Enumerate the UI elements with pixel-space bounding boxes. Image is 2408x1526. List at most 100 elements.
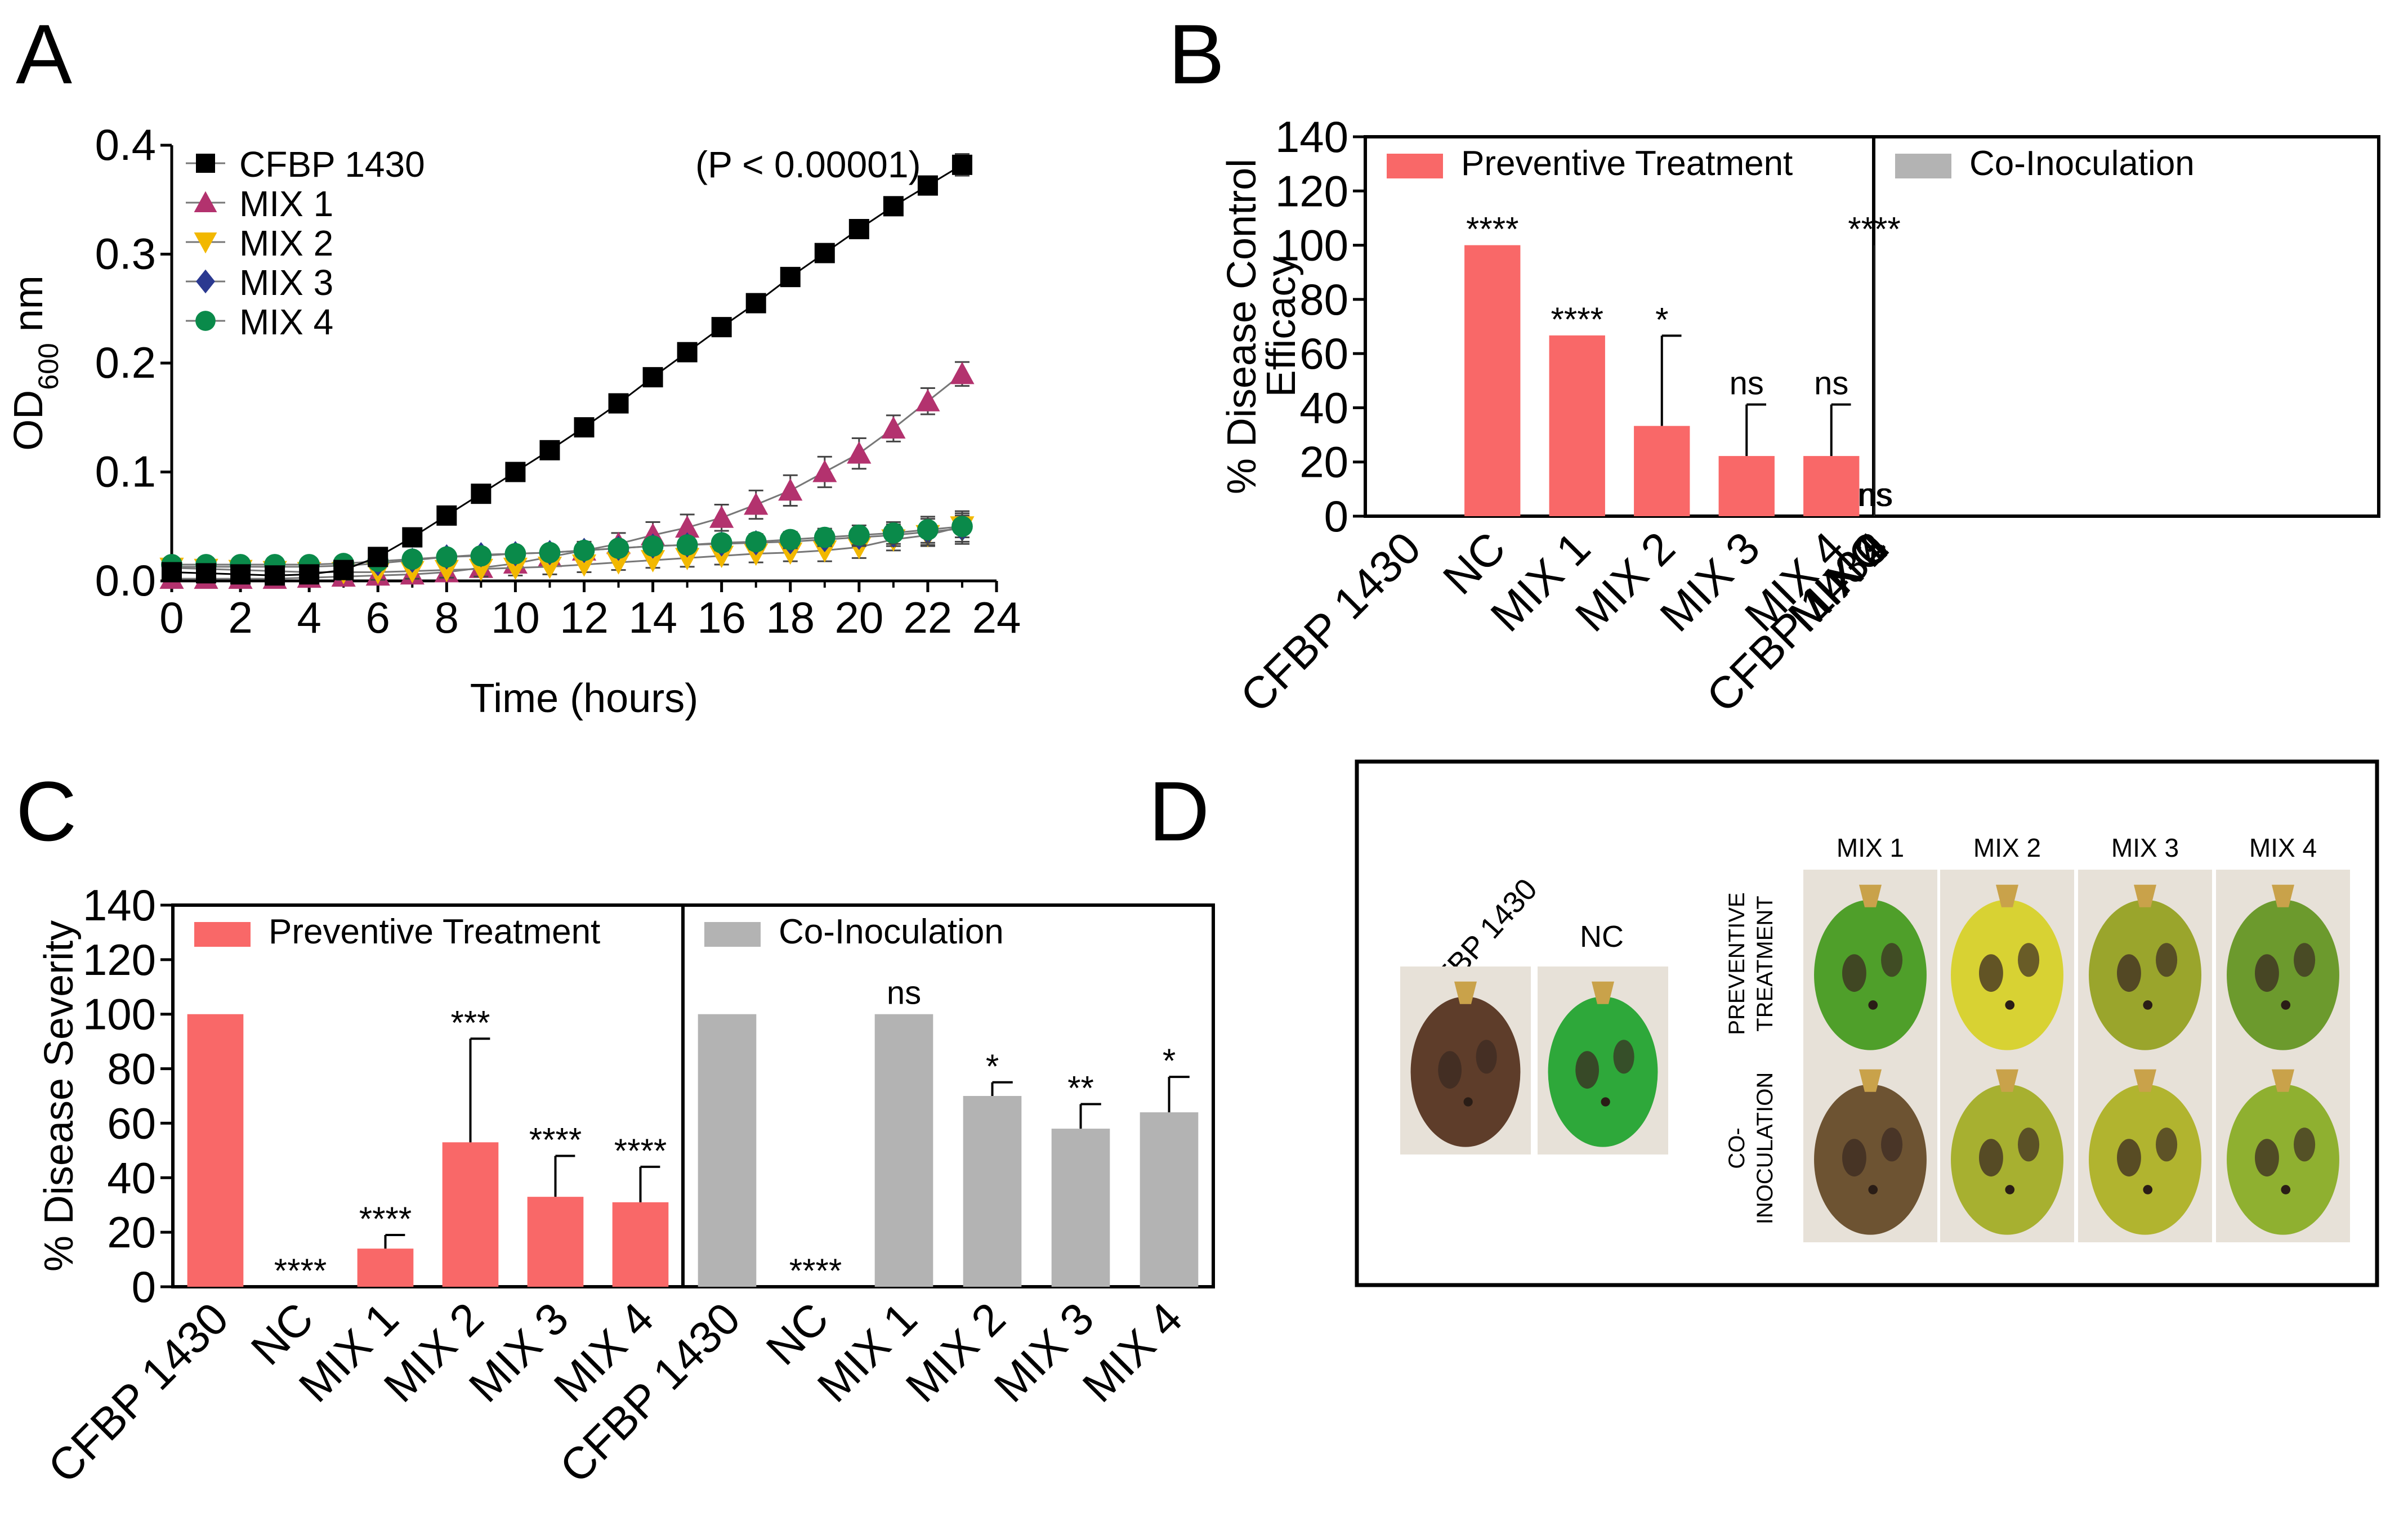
fig-fruit <box>2089 900 2201 1050</box>
significance-label: ** <box>1067 1069 1094 1107</box>
y-axis-label: % Disease Severity <box>37 920 82 1272</box>
x-category-label: MIX 3 <box>459 1293 578 1412</box>
a-data-point <box>780 267 801 288</box>
a-data-point <box>711 317 732 338</box>
legend-label: Co-Inoculation <box>1969 144 2195 183</box>
lesion <box>1881 943 1903 977</box>
a-data-point <box>642 367 663 388</box>
d-photo-nc <box>1538 966 1668 1154</box>
lesion <box>2156 943 2178 977</box>
bar <box>1803 456 1860 516</box>
a-data-point <box>814 243 835 263</box>
inoculation-hole <box>1868 1185 1878 1194</box>
a-series-cfbp-1430 <box>162 153 972 586</box>
significance-label: ns <box>1730 365 1764 402</box>
lesion <box>2294 943 2316 977</box>
a-y-tick-label: 0.0 <box>95 556 156 605</box>
a-data-point <box>571 554 597 577</box>
d-column-label: MIX 4 <box>2249 833 2317 862</box>
a-data-point <box>677 342 698 363</box>
a-x-tick-label: 14 <box>628 593 677 642</box>
a-data-point <box>503 557 528 580</box>
d-label-nc: NC <box>1580 920 1624 954</box>
legend-label: Preventive Treatment <box>1461 144 1793 183</box>
y-tick-label: 0 <box>132 1262 156 1312</box>
a-data-point <box>230 564 251 585</box>
fig-fruit <box>1951 1084 2063 1235</box>
significance-label: * <box>986 1048 999 1085</box>
a-y-axis-label: OD600 nm <box>6 275 64 450</box>
y-tick-label: 120 <box>1275 166 1348 216</box>
legend-swatch <box>704 922 761 947</box>
a-x-tick-label: 18 <box>766 593 815 642</box>
significance-label: **** <box>1848 211 1900 248</box>
fig-stem <box>2134 1069 2156 1092</box>
a-y-tick-label: 0.4 <box>95 120 156 169</box>
lesion <box>2117 954 2141 992</box>
panel-a-growth-chart: 0.00.10.20.30.40 2 4 6 8 10 12 14 16 18 20 22 24Time… <box>6 120 1021 721</box>
panel-label-d: D <box>1149 764 1209 858</box>
y-tick-label: 60 <box>107 1098 156 1148</box>
a-data-point <box>607 538 629 559</box>
d-row-label: CO- <box>1725 1127 1749 1169</box>
panel-label-b: B <box>1168 7 1225 101</box>
a-y-tick-label: 0.2 <box>95 338 156 387</box>
a-data-point <box>401 548 423 570</box>
a-data-point <box>882 522 904 544</box>
legend-swatch <box>194 922 251 947</box>
lesion <box>2018 943 2040 977</box>
a-data-point <box>778 478 803 501</box>
a-data-point <box>539 440 560 460</box>
a-data-point <box>881 416 906 439</box>
a-data-point <box>848 524 870 546</box>
y-axis-label: % Disease Control <box>1219 159 1265 494</box>
a-legend-marker <box>196 154 215 173</box>
y-tick-label: 100 <box>83 990 156 1039</box>
lesion <box>1842 1139 1866 1177</box>
bar <box>612 1202 669 1287</box>
fig-stem <box>1454 981 1477 1004</box>
a-legend-label: MIX 1 <box>239 184 333 224</box>
a-data-point <box>915 389 940 411</box>
a-data-point <box>744 492 769 515</box>
a-data-point <box>265 565 285 586</box>
inoculation-hole <box>2005 1185 2015 1194</box>
a-series-line <box>172 527 963 568</box>
a-data-point <box>675 515 700 538</box>
significance-label: **** <box>1551 301 1603 338</box>
a-data-point <box>573 539 595 561</box>
significance-label: ns <box>1857 477 1892 513</box>
lesion <box>2255 1139 2279 1177</box>
a-data-point <box>883 196 904 217</box>
a-data-point <box>606 552 631 575</box>
lesion <box>2018 1127 2040 1162</box>
a-data-point <box>162 562 182 583</box>
a-data-point <box>505 462 526 482</box>
lesion <box>2117 1139 2141 1177</box>
significance-label: ns <box>1858 477 1892 513</box>
bar <box>874 1014 933 1287</box>
d-frame <box>1355 759 2379 1287</box>
fig-fruit <box>2089 1084 2201 1235</box>
d-column-label: MIX 3 <box>2111 833 2179 862</box>
fig-stem <box>2134 884 2156 907</box>
a-data-point <box>711 532 732 554</box>
y-axis-label-line2: Efficacy <box>1259 256 1304 397</box>
a-legend-label: MIX 4 <box>239 302 333 342</box>
d-photo-mix <box>2216 870 2350 1058</box>
bar <box>357 1248 414 1287</box>
significance-label: ns <box>1859 477 1893 513</box>
x-category-label: MIX 3 <box>985 1293 1104 1412</box>
y-tick-label: 100 <box>1275 221 1348 270</box>
a-y-tick-label: 0.1 <box>95 447 156 496</box>
d-row-label: TREATMENT <box>1753 896 1777 1031</box>
bar <box>1140 1112 1199 1287</box>
y-tick-label: 60 <box>1299 329 1348 378</box>
significance-label: *** <box>450 1004 490 1041</box>
a-data-point <box>196 563 217 584</box>
a-data-point <box>917 175 938 196</box>
d-column-label: MIX 2 <box>1973 833 2041 862</box>
a-data-point <box>539 542 561 563</box>
a-data-point <box>642 535 664 557</box>
